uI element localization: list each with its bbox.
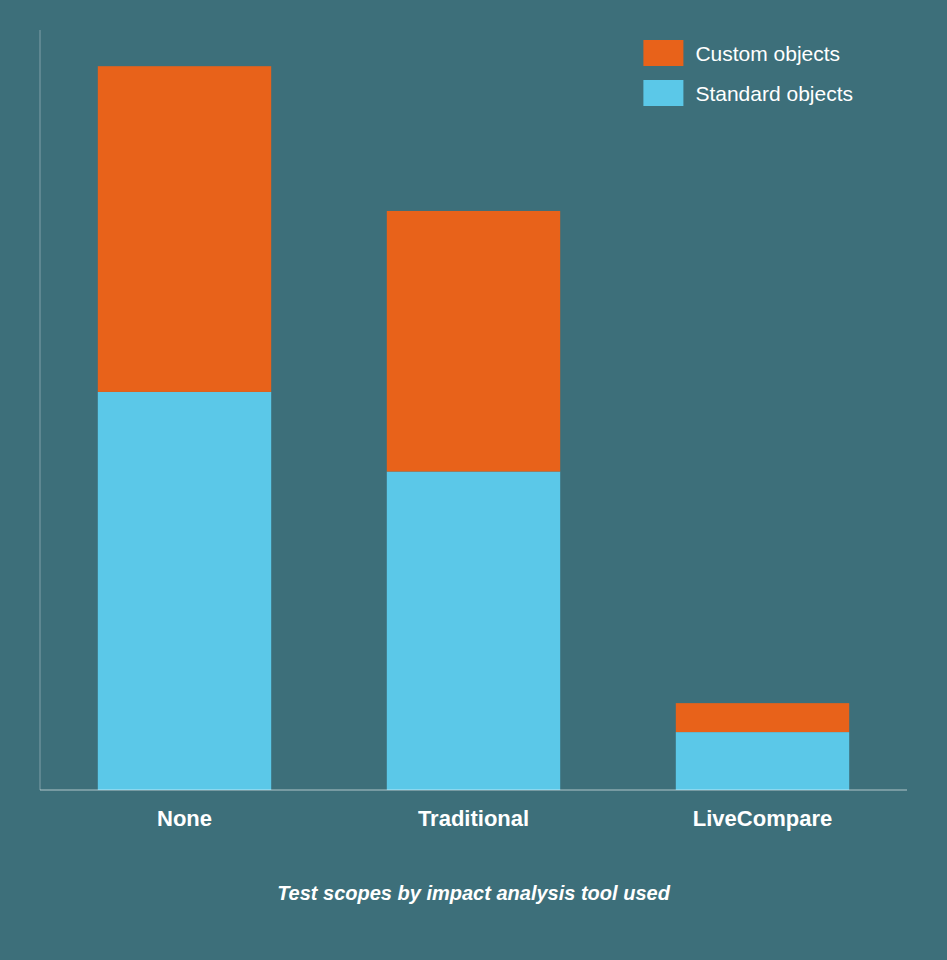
bars — [98, 66, 849, 790]
title: Test scopes by impact analysis tool used — [277, 882, 671, 904]
legend-label: Standard objects — [695, 82, 853, 105]
chart: None Traditional LiveCompare Test scopes by… — [0, 0, 947, 960]
category-label: None — [157, 806, 212, 831]
bar — [387, 211, 560, 472]
bar — [387, 472, 560, 790]
x-axis-line — [40, 790, 907, 791]
background — [0, 0, 947, 960]
bar — [676, 703, 849, 732]
legend: Custom objects Standard objects — [643, 40, 853, 106]
bar — [98, 392, 271, 790]
legend-swatch — [643, 80, 683, 106]
y-axis-line — [40, 30, 41, 790]
category-label: Traditional — [418, 806, 529, 831]
bar — [98, 66, 271, 392]
bar — [676, 732, 849, 790]
category-label: LiveCompare — [693, 806, 832, 831]
legend-label: Custom objects — [695, 42, 840, 65]
legend-swatch — [643, 40, 683, 66]
